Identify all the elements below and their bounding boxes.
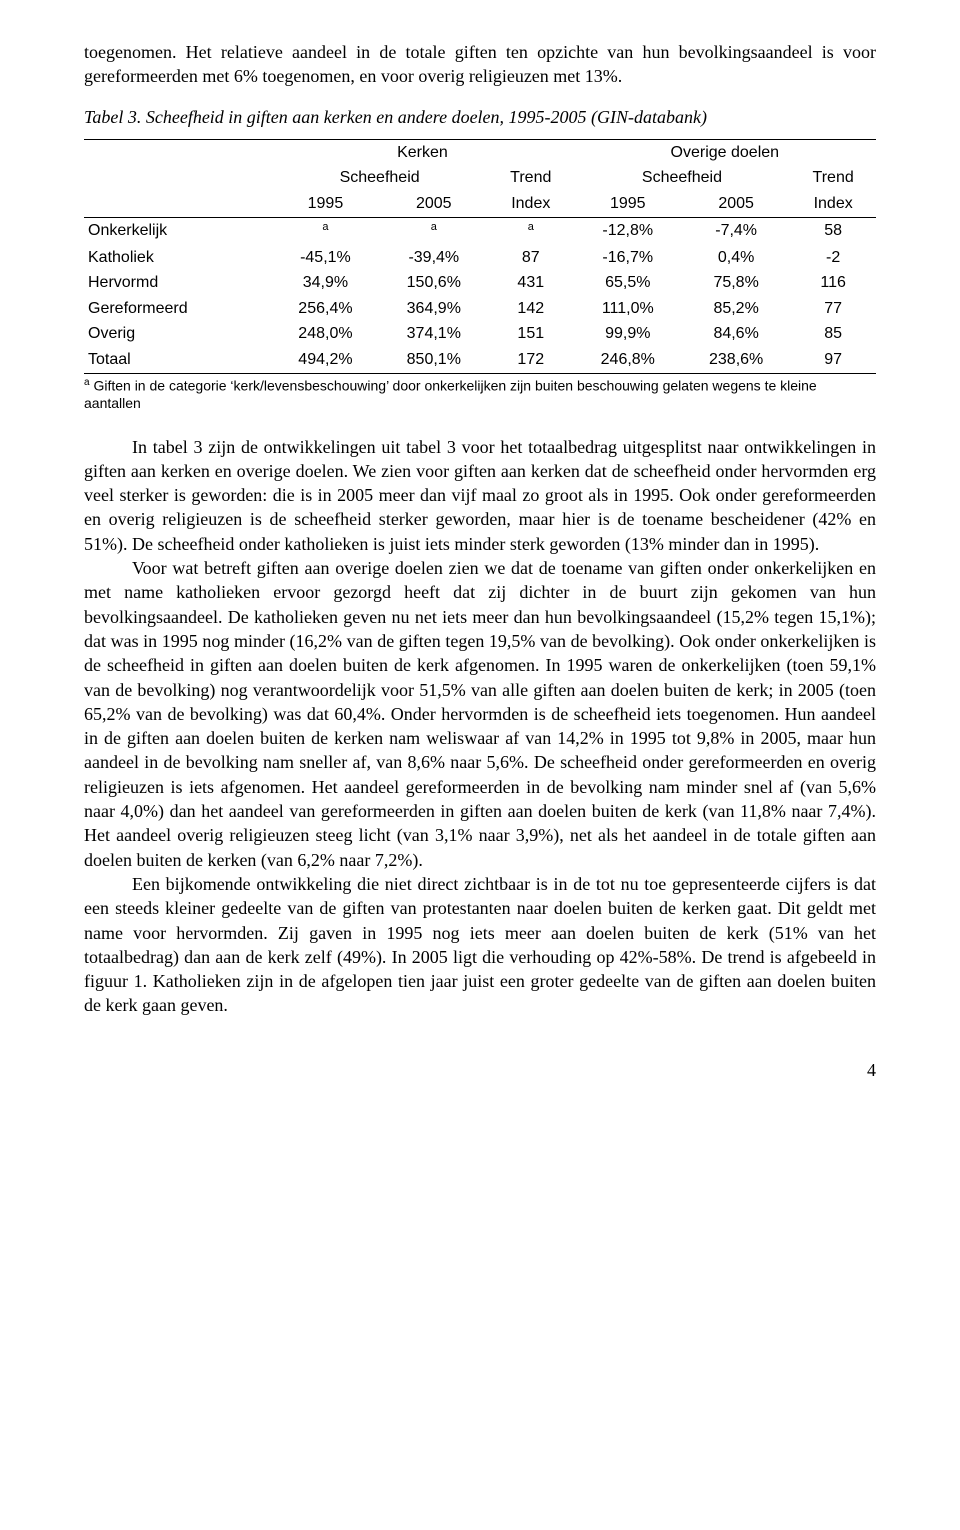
row-label: Overig — [84, 321, 271, 347]
body-text: In tabel 3 zijn de ontwikkelingen uit ta… — [84, 435, 876, 1018]
col-header: 1995 — [271, 191, 379, 217]
table-row: Katholiek-45,1%-39,4%87-16,7%0,4%-2 — [84, 245, 876, 271]
table-cell: 99,9% — [574, 321, 682, 347]
table-row: Hervormd34,9%150,6%43165,5%75,8%116 — [84, 270, 876, 296]
table-cell: a — [488, 217, 574, 244]
table-cell: 431 — [488, 270, 574, 296]
body-paragraph-2: Voor wat betreft giften aan overige doel… — [84, 556, 876, 872]
table-cell: -45,1% — [271, 245, 379, 271]
table-cell: 374,1% — [380, 321, 488, 347]
table-cell: -7,4% — [682, 217, 790, 244]
table-sub-header-row: Scheefheid Trend Scheefheid Trend — [84, 165, 876, 191]
table-cell: 87 — [488, 245, 574, 271]
row-label: Totaal — [84, 347, 271, 373]
table-cell: 34,9% — [271, 270, 379, 296]
table-cell: 111,0% — [574, 296, 682, 322]
row-label: Hervormd — [84, 270, 271, 296]
sub-header: Trend — [488, 165, 574, 191]
empty-cell — [84, 165, 271, 191]
col-header: Index — [790, 191, 876, 217]
table-cell: 0,4% — [682, 245, 790, 271]
row-label: Katholiek — [84, 245, 271, 271]
col-header: 2005 — [380, 191, 488, 217]
col-header: Index — [488, 191, 574, 217]
table-cell: 238,6% — [682, 347, 790, 373]
table-cell: 364,9% — [380, 296, 488, 322]
table-cell: 494,2% — [271, 347, 379, 373]
table-row: Onkerkelijkaaa-12,8%-7,4%58 — [84, 217, 876, 244]
table-row: Totaal494,2%850,1%172246,8%238,6%97 — [84, 347, 876, 373]
table-cell: -39,4% — [380, 245, 488, 271]
table-cell: 85,2% — [682, 296, 790, 322]
table-cell: 77 — [790, 296, 876, 322]
table-col-header-row: 1995 2005 Index 1995 2005 Index — [84, 191, 876, 217]
scheefheid-table: Kerken Overige doelen Scheefheid Trend S… — [84, 139, 876, 374]
table-cell: 84,6% — [682, 321, 790, 347]
empty-cell — [84, 191, 271, 217]
table-cell: 58 — [790, 217, 876, 244]
footnote-text: Giften in de categorie ‘kerk/levensbesch… — [84, 377, 817, 411]
table-row: Overig248,0%374,1%15199,9%84,6%85 — [84, 321, 876, 347]
col-header: 2005 — [682, 191, 790, 217]
empty-cell — [84, 139, 271, 165]
table-cell: 172 — [488, 347, 574, 373]
table-cell: 256,4% — [271, 296, 379, 322]
table-footnote: a Giften in de categorie ‘kerk/levensbes… — [84, 376, 876, 413]
group-header: Kerken — [271, 139, 573, 165]
table-cell: a — [271, 217, 379, 244]
table-cell: -12,8% — [574, 217, 682, 244]
table-cell: 246,8% — [574, 347, 682, 373]
table-cell: -2 — [790, 245, 876, 271]
table-cell: 75,8% — [682, 270, 790, 296]
sub-header: Scheefheid — [271, 165, 488, 191]
row-label: Onkerkelijk — [84, 217, 271, 244]
row-label: Gereformeerd — [84, 296, 271, 322]
table-cell: 142 — [488, 296, 574, 322]
table-cell: 151 — [488, 321, 574, 347]
table-row: Gereformeerd256,4%364,9%142111,0%85,2%77 — [84, 296, 876, 322]
table-cell: 65,5% — [574, 270, 682, 296]
sub-header: Trend — [790, 165, 876, 191]
body-paragraph-1: In tabel 3 zijn de ontwikkelingen uit ta… — [84, 435, 876, 556]
body-paragraph-3: Een bijkomende ontwikkeling die niet dir… — [84, 872, 876, 1018]
page-number: 4 — [84, 1058, 876, 1082]
table-title: Tabel 3. Scheefheid in giften aan kerken… — [84, 105, 876, 129]
table-cell: 116 — [790, 270, 876, 296]
table-cell: 85 — [790, 321, 876, 347]
sub-header: Scheefheid — [574, 165, 791, 191]
table-cell: -16,7% — [574, 245, 682, 271]
table-cell: 97 — [790, 347, 876, 373]
col-header: 1995 — [574, 191, 682, 217]
table-cell: 248,0% — [271, 321, 379, 347]
table-cell: 150,6% — [380, 270, 488, 296]
table-cell: 850,1% — [380, 347, 488, 373]
table-cell: a — [380, 217, 488, 244]
table-group-header-row: Kerken Overige doelen — [84, 139, 876, 165]
group-header: Overige doelen — [574, 139, 876, 165]
intro-paragraph: toegenomen. Het relatieve aandeel in de … — [84, 40, 876, 89]
